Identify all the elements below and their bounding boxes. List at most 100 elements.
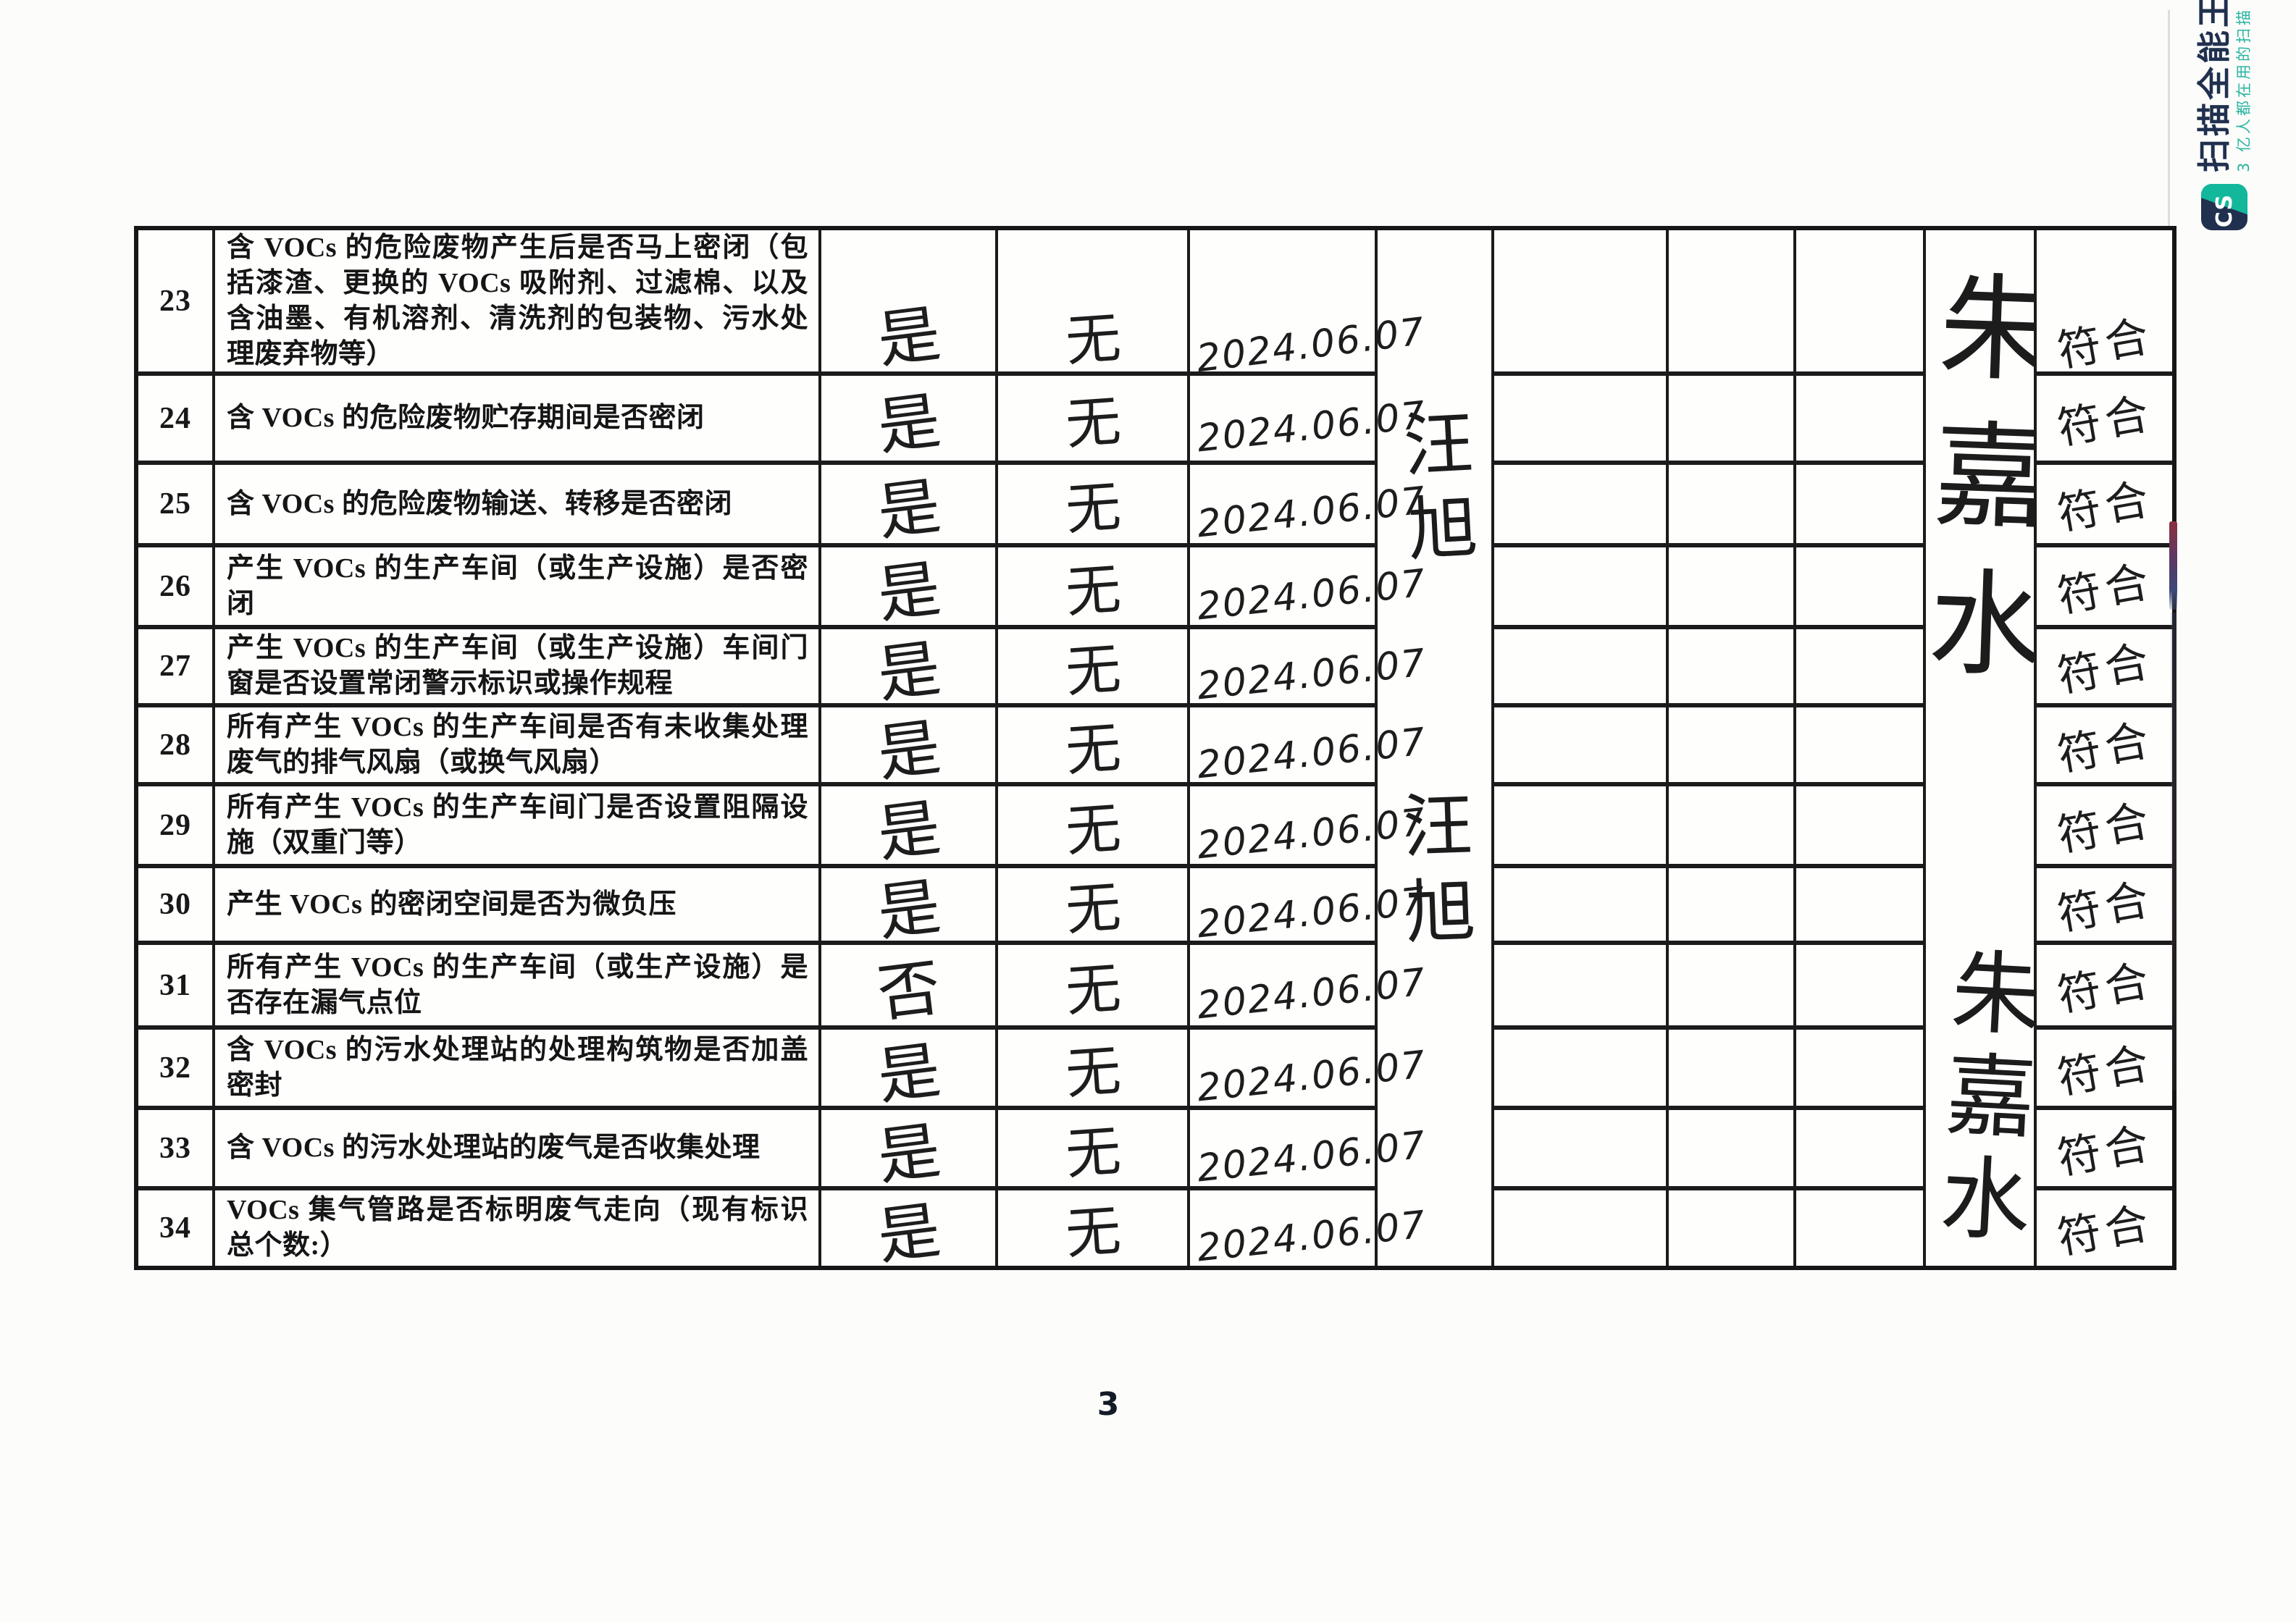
result-handwriting: 符合 <box>2053 1198 2157 1264</box>
row-number: 24 <box>159 401 191 435</box>
row-number: 32 <box>159 1051 191 1085</box>
empty-cell <box>1796 629 1923 703</box>
answer-handwriting: 是 <box>873 470 944 550</box>
empty-cell <box>1494 376 1666 461</box>
row-number: 33 <box>159 1131 191 1165</box>
result-cell: 符合 <box>2037 786 2172 864</box>
question-cell: 含 VOCs 的危险废物贮存期间是否密闭 <box>215 376 818 461</box>
question-text: 产生 VOCs 的密闭空间是否为微负压 <box>227 888 676 920</box>
date-cell: 2024.06.07 <box>1190 868 1428 946</box>
page-number: 3 <box>1097 1386 1120 1423</box>
question-cell: 所有产生 VOCs 的生产车间是否有未收集处理废气的排气风扇（或换气风扇） <box>215 707 818 782</box>
row-number-cell: 24 <box>138 376 212 461</box>
problem-cell: 无 <box>998 1030 1187 1106</box>
result-cell: 符合 <box>2037 230 2172 377</box>
date-cell: 2024.06.07 <box>1190 465 1428 546</box>
empty-cell <box>1796 376 1923 461</box>
empty-cell <box>1796 868 1923 941</box>
problem-cell: 无 <box>998 465 1187 543</box>
empty-cell <box>1669 786 1793 864</box>
date-cell: 2024.06.07 <box>1190 707 1428 787</box>
empty-cell <box>1669 547 1793 625</box>
date-cell: 2024.06.07 <box>1190 1190 1428 1270</box>
result-handwriting: 符合 <box>2053 874 2157 941</box>
empty-cell <box>1494 465 1666 543</box>
empty-cell <box>1669 629 1793 703</box>
inspector-signature-cell: 汪旭 汪旭 <box>1378 230 1491 1266</box>
empty-cell <box>1494 945 1666 1025</box>
result-cell: 符合 <box>2037 868 2172 941</box>
answer-cell: 是 <box>821 376 995 463</box>
answer-handwriting: 是 <box>873 552 944 632</box>
result-handwriting: 符合 <box>2053 474 2157 540</box>
watermark-title-text: 扫描全能王 <box>2194 0 2234 172</box>
question-cell: 产生 VOCs 的密闭空间是否为微负压 <box>215 868 818 941</box>
row-number-cell: 28 <box>138 707 212 782</box>
result-cell: 符合 <box>2037 707 2172 782</box>
question-cell: 所有产生 VOCs 的生产车间门是否设置阻隔设施（双重门等） <box>215 786 818 864</box>
answer-handwriting: 是 <box>873 1033 944 1114</box>
watermark-tagline: 3 亿人都在用的扫描 App <box>2234 0 2253 172</box>
row-number: 29 <box>159 808 191 842</box>
empty-cell <box>1796 1190 1923 1266</box>
question-cell: 所有产生 VOCs 的生产车间（或生产设施）是否存在漏气点位 <box>215 945 818 1025</box>
problem-cell: 无 <box>998 945 1187 1025</box>
empty-cell <box>1494 629 1666 703</box>
question-text: 所有产生 VOCs 的生产车间门是否设置阻隔设施（双重门等） <box>227 791 808 858</box>
row-number-cell: 23 <box>138 230 212 371</box>
question-text: 含 VOCs 的危险废物产生后是否马上密闭（包括漆渣、更换的 VOCs 吸附剂、… <box>227 232 808 369</box>
answer-cell: 是 <box>821 230 995 377</box>
answer-handwriting: 否 <box>873 951 944 1031</box>
question-cell: 含 VOCs 的污水处理站的废气是否收集处理 <box>215 1110 818 1186</box>
result-handwriting: 符合 <box>2053 636 2157 702</box>
answer-handwriting: 是 <box>873 710 944 791</box>
empty-cell <box>1669 707 1793 782</box>
empty-cell <box>1494 868 1666 941</box>
answer-handwriting: 是 <box>873 791 944 871</box>
empty-cell <box>1669 465 1793 543</box>
problem-cell: 无 <box>998 786 1187 864</box>
empty-cell <box>1669 1110 1793 1186</box>
date-cell: 2024.06.07 <box>1190 1030 1428 1110</box>
question-cell: 产生 VOCs 的生产车间（或生产设施）车间门窗是否设置常闭警示标识或操作规程 <box>215 629 818 703</box>
problem-handwriting: 无 <box>1063 1117 1123 1187</box>
date-cell: 2024.06.07 <box>1190 945 1428 1028</box>
result-cell: 符合 <box>2037 376 2172 461</box>
question-text: 产生 VOCs 的生产车间（或生产设施）是否密闭 <box>227 552 808 619</box>
empty-cell <box>1669 1190 1793 1266</box>
result-handwriting: 符合 <box>2053 1117 2157 1185</box>
question-text: 所有产生 VOCs 的生产车间是否有未收集处理废气的排气风扇（或换气风扇） <box>227 711 808 778</box>
empty-cell <box>1796 1030 1923 1106</box>
empty-cell <box>1494 786 1666 864</box>
problem-cell: 无 <box>998 230 1187 374</box>
camscanner-watermark: CS 扫描全能王™ 3 亿人都在用的扫描 App <box>2195 0 2253 230</box>
result-cell: 符合 <box>2037 1190 2172 1266</box>
date-cell: 2024.06.07 <box>1190 629 1428 708</box>
empty-cell <box>1494 707 1666 782</box>
problem-handwriting: 无 <box>1063 714 1123 783</box>
answer-cell: 是 <box>821 786 995 871</box>
scan-edge-line <box>2168 10 2170 226</box>
answer-cell: 是 <box>821 707 995 790</box>
row-number: 23 <box>159 284 191 318</box>
answer-handwriting: 是 <box>873 1114 944 1194</box>
row-number-cell: 32 <box>138 1030 212 1106</box>
row-number-cell: 31 <box>138 945 212 1025</box>
result-handwriting: 符合 <box>2053 555 2157 623</box>
result-cell: 符合 <box>2037 547 2172 625</box>
answer-handwriting: 是 <box>873 632 944 712</box>
row-number: 27 <box>159 650 191 683</box>
question-cell: VOCs 集气管路是否标明废气走向（现有标识总个数:） <box>215 1190 818 1266</box>
question-cell: 含 VOCs 的危险废物产生后是否马上密闭（包括漆渣、更换的 VOCs 吸附剂、… <box>215 230 818 371</box>
empty-cell <box>1494 1030 1666 1106</box>
row-number-cell: 29 <box>138 786 212 864</box>
reviewer-signature: 朱嘉水 <box>1905 265 2055 714</box>
empty-cell <box>1796 1110 1923 1186</box>
answer-cell: 是 <box>821 1030 995 1114</box>
answer-handwriting: 是 <box>873 870 944 950</box>
question-text: 含 VOCs 的危险废物输送、转移是否密闭 <box>227 488 732 519</box>
question-cell: 含 VOCs 的污水处理站的处理构筑物是否加盖密封 <box>215 1030 818 1106</box>
reviewer-signature: 朱嘉水 <box>1921 943 2042 1257</box>
date-cell: 2024.06.07 <box>1190 376 1428 461</box>
result-handwriting: 符合 <box>2053 311 2157 377</box>
